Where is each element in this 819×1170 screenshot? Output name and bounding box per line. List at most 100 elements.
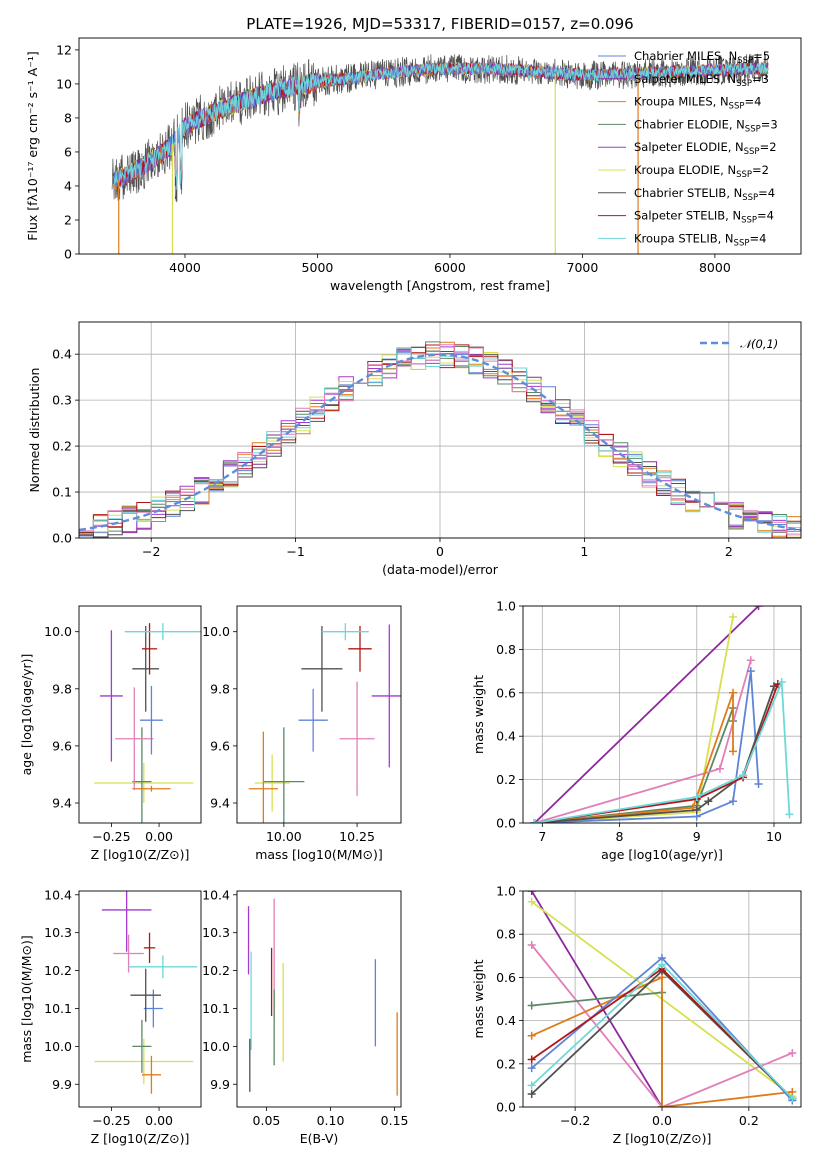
spectrum-y-tick-label: 2 [64, 212, 72, 227]
weight-marker [785, 810, 794, 819]
legend-label: Chabrier ELODIE, NSSP=3 [634, 117, 778, 134]
weight-marker [788, 1094, 797, 1103]
weight-marker [527, 1001, 536, 1010]
legend-label: Salpeter MILES, NSSP=3 [634, 72, 769, 89]
spectrum-x-tick-label: 6000 [434, 260, 466, 275]
mass-weight-vs-Z-y-tick-label: 0.2 [496, 1056, 516, 1071]
age-vs-Z-y-tick-label: 9.8 [52, 681, 72, 696]
residuals-ticks: −2 −1 0 1 2 0.0 0.1 0.2 0.3 0.4 [52, 347, 733, 559]
mass-vs-Z-panel: −0.25 0.00 9.9 10.0 10.1 10.2 10.3 10.4 Z [log10… [19, 887, 202, 1146]
legend-value: =2 [752, 163, 769, 177]
weight-line [534, 660, 752, 823]
residuals-x-tick-label: 2 [725, 544, 733, 559]
age-vs-Z-y-tick-label: 9.4 [52, 796, 72, 811]
residuals-x-label: (data-model)/error [382, 562, 499, 577]
age-vs-mass-x-tick-label: 10.00 [266, 829, 302, 844]
mass-weight-vs-Z-panel: −0.2 0.0 0.2 0.0 0.2 0.4 0.6 0.8 1.0 Z [log10(Z/Z… [471, 884, 802, 1146]
mass-weight-vs-Z-ticks: −0.2 0.0 0.2 0.0 0.2 0.4 0.6 0.8 1.0 [496, 884, 759, 1129]
errorbar-point [124, 623, 201, 641]
weight-line [533, 606, 760, 823]
mass-vs-EBV-y-tick-label: 10.1 [202, 1001, 230, 1016]
mass-vs-Z-y-tick-label: 10.0 [44, 1039, 72, 1054]
spectrum-y-tick-label: 0 [64, 247, 72, 262]
age-vs-mass-y-tick-label: 10.0 [202, 624, 230, 639]
weight-marker [788, 1049, 797, 1057]
mass-weight-vs-age-y-tick-label: 1.0 [496, 599, 516, 614]
mass-vs-Z-frame [78, 890, 202, 1108]
age-vs-Z-y-label: age [log10(age/yr)] [19, 654, 34, 776]
spectrum-legend: Chabrier MILES, NSSP=5 Salpeter MILES, NS… [598, 49, 778, 248]
legend-value: =2 [760, 140, 777, 154]
legend-label: Salpeter STELIB, NSSP=4 [634, 209, 774, 226]
mass-vs-Z-ticks: −0.25 0.00 9.9 10.0 10.1 10.2 10.3 10.4 [44, 887, 173, 1128]
residual-histogram [79, 347, 801, 533]
legend-value: =4 [758, 186, 775, 200]
legend-label: Chabrier STELIB, NSSP=4 [634, 186, 775, 203]
mass-vs-EBV-y-tick-label: 9.9 [210, 1077, 230, 1092]
mass-weight-vs-Z-y-tick-label: 1.0 [496, 884, 516, 899]
mass-weight-vs-age-x-tick-label: 9 [693, 829, 701, 844]
legend-label: Kroupa STELIB, NSSP=4 [634, 231, 766, 248]
mass-vs-EBV-x-tick-label: 0.05 [253, 1113, 281, 1128]
errorbar-point [301, 625, 343, 712]
mass-weight-vs-Z-y-tick-label: 0.8 [496, 927, 516, 942]
weight-marker [692, 805, 701, 814]
age-vs-mass-plot-area [248, 623, 401, 823]
spectrum-plot-area [111, 53, 769, 254]
legend-subscript: SSP [744, 147, 760, 157]
weight-marker [746, 667, 755, 676]
mass-weight-vs-age-grid [523, 605, 801, 824]
normal-curve [79, 353, 801, 532]
weight-marker [729, 688, 738, 697]
mass-weight-vs-Z-x-tick-label: −0.2 [560, 1113, 590, 1128]
residuals-x-tick-label: −1 [286, 544, 304, 559]
mass-weight-vs-age-x-label: age [log10(age/yr)] [601, 847, 723, 862]
age-vs-mass-x-label: mass [log10(M/M⊙)] [255, 847, 383, 862]
weight-marker [527, 1031, 536, 1040]
weight-line [531, 991, 663, 1107]
figure-title: PLATE=1926, MJD=53317, FIBERID=0157, z=0… [246, 15, 633, 33]
mass-weight-vs-age-frame [522, 605, 802, 824]
errorbar-point [132, 625, 160, 712]
mass-weight-vs-age-plot-area [530, 606, 794, 823]
weight-marker [729, 612, 738, 621]
mass-weight-vs-age-y-tick-label: 0.6 [496, 685, 516, 700]
spectrum-frame [78, 37, 802, 255]
residuals-y-tick-label: 0.0 [52, 531, 72, 546]
weight-line [531, 976, 793, 1107]
errorbar-point [321, 623, 369, 641]
errorbar-point [339, 681, 375, 796]
legend-subscript: SSP [745, 124, 761, 134]
mass-weight-vs-age-y-tick-label: 0.8 [496, 642, 516, 657]
age-vs-Z-y-tick-label: 9.6 [52, 738, 72, 753]
spectrum-y-tick-label: 8 [64, 110, 72, 125]
spectrum-x-tick-label: 7000 [567, 260, 599, 275]
residual-histogram [79, 344, 801, 535]
legend-label: Salpeter ELODIE, NSSP=2 [634, 140, 777, 157]
legend-subscript: SSP [736, 79, 752, 89]
mass-weight-vs-Z-plot-area [527, 891, 797, 1107]
errorbar-point [140, 685, 163, 755]
legend-value: =4 [757, 209, 774, 223]
errorbar-point [115, 687, 154, 791]
errorbar-point [371, 624, 401, 768]
spectrum-y-tick-label: 10 [56, 76, 72, 91]
weight-marker [527, 1090, 536, 1099]
mass-vs-Z-x-tick-label: 0.00 [145, 1113, 173, 1128]
weight-marker [739, 771, 748, 780]
legend-subscript: SSP [742, 193, 758, 203]
mass-weight-vs-Z-y-label: mass weight [471, 959, 486, 1038]
mass-vs-Z-y-tick-label: 10.1 [44, 1001, 72, 1016]
mass-vs-Z-y-tick-label: 10.4 [44, 887, 72, 902]
age-vs-mass-y-tick-label: 9.6 [210, 738, 230, 753]
age-vs-Z-plot-area [94, 623, 201, 823]
errorbar-point [94, 763, 194, 804]
errorbar-point [248, 731, 278, 823]
weight-marker [729, 747, 738, 756]
legend-label: Kroupa ELODIE, NSSP=2 [634, 163, 769, 180]
residuals-y-tick-label: 0.1 [52, 485, 72, 500]
weight-marker [527, 941, 536, 949]
mass-vs-Z-y-tick-label: 10.3 [44, 925, 72, 940]
residuals-y-label: Normed distribution [27, 368, 42, 493]
legend-label: Chabrier MILES, NSSP=5 [634, 49, 770, 66]
